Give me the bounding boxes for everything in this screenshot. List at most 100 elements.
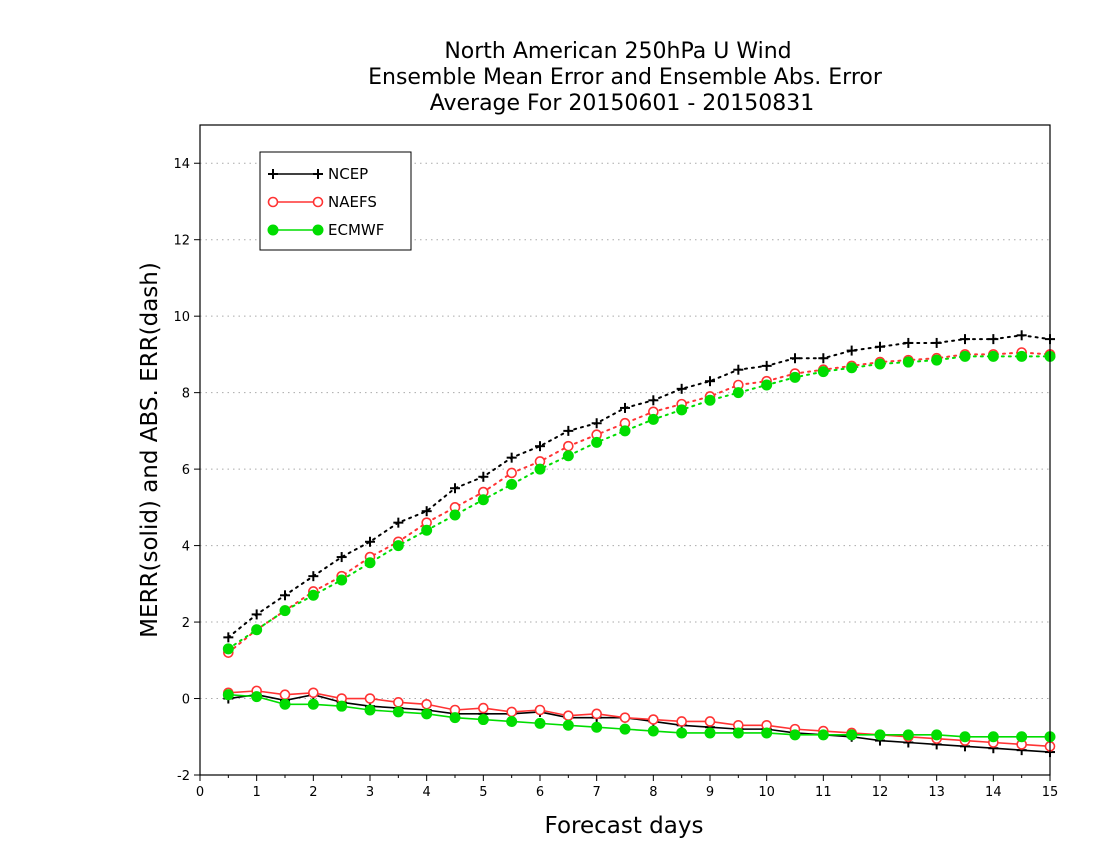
ncep-abs-err-point [705, 376, 715, 387]
naefs-mean-err-point [619, 712, 631, 723]
ecmwf-abs-err-point [647, 413, 659, 425]
x-tick-label: 15 [1042, 785, 1059, 800]
ecmwf-mean-err-point [477, 714, 489, 726]
ecmwf-abs-err-point [477, 494, 489, 506]
ecmwf-abs-err-point [874, 358, 886, 370]
ncep-abs-err-point [988, 334, 999, 345]
legend: NCEP NAEFS ECMWF [259, 151, 412, 251]
ecmwf-mean-err-point [222, 689, 234, 701]
ncep-abs-err-point [761, 360, 772, 371]
x-tick-label: 1 [253, 785, 261, 800]
naefs-mean-err-point [676, 716, 687, 727]
naefs-mean-err-point [648, 714, 659, 725]
naefs-mean-err-point [534, 704, 546, 716]
ncep-abs-err-line [227, 334, 1051, 639]
naefs-mean-err-point [591, 708, 602, 720]
naefs-abs-err-line [227, 351, 1051, 654]
ecmwf-abs-err-point [336, 574, 348, 586]
ncep-abs-err-point [280, 590, 290, 601]
ecmwf-mean-err-point [676, 727, 688, 739]
ecmwf-mean-err-point [534, 717, 546, 729]
ncep-abs-err-point [676, 383, 687, 394]
ecmwf-abs-err-point [959, 350, 971, 362]
x-tick-label: 0 [196, 785, 204, 800]
naefs-mean-err-point [478, 702, 489, 714]
ecmwf-abs-err-point [761, 379, 773, 391]
ecmwf-mean-err-point [307, 698, 319, 710]
ecmwf-mean-err-point [874, 729, 886, 741]
ecmwf-abs-err-point [676, 404, 688, 416]
ecmwf-mean-err-point [732, 727, 744, 739]
ecmwf-mean-err-point [1016, 731, 1028, 743]
ecmwf-abs-err-point [902, 356, 914, 368]
x-tick-label: 4 [423, 785, 431, 800]
ncep-abs-err-point [846, 345, 857, 356]
ncep-abs-err-point [308, 571, 319, 582]
ecmwf-abs-err-point [732, 387, 744, 399]
x-tick-label: 12 [872, 785, 889, 800]
chart-title: North American 250hPa U Wind Ensemble Me… [368, 39, 883, 116]
ecmwf-mean-err-point [449, 712, 461, 724]
y-tick-label: -2 [177, 769, 190, 784]
ncep-abs-err-point [450, 483, 460, 494]
ncep-mean-err-line [228, 693, 1051, 753]
ecmwf-mean-err-point [704, 727, 716, 739]
ecmwf-mean-err-point [959, 731, 971, 743]
y-tick-label: 10 [173, 310, 190, 325]
legend-marker-ncep [313, 169, 323, 179]
ecmwf-abs-err-point [789, 371, 801, 383]
ecmwf-mean-err-point [817, 729, 829, 741]
x-tick-label: 5 [479, 785, 487, 800]
ecmwf-abs-err-point [251, 624, 263, 636]
legend-marker-naefs [312, 196, 324, 208]
ncep-abs-err-point [393, 517, 404, 528]
ecmwf-mean-err-point [761, 727, 773, 739]
ecmwf-mean-err-point [846, 729, 858, 741]
x-tick-label: 7 [593, 785, 601, 800]
legend-marker-ecmwf [312, 224, 324, 236]
ncep-abs-err-point [506, 452, 517, 463]
ecmwf-abs-err-point [1016, 350, 1028, 362]
ecmwf-abs-err-point [591, 436, 603, 448]
ecmwf-abs-err-point [931, 354, 943, 366]
title-line-1: North American 250hPa U Wind [444, 39, 791, 64]
ncep-abs-err-point [818, 353, 829, 364]
ecmwf-mean-err-point [421, 708, 433, 720]
ecmwf-abs-err-point [817, 366, 829, 378]
ecmwf-abs-err-line [227, 355, 1051, 650]
ecmwf-mean-err-point [931, 729, 943, 741]
ecmwf-mean-err-point [336, 700, 348, 712]
legend-label-ecmwf: ECMWF [328, 221, 384, 239]
ncep-abs-err-point [336, 552, 347, 563]
ecmwf-abs-err-point [392, 540, 404, 552]
ecmwf-mean-err-point [506, 715, 518, 727]
y-tick-label: 12 [173, 234, 190, 249]
x-tick-label: 6 [536, 785, 544, 800]
y-tick-label: 0 [182, 693, 190, 708]
ecmwf-abs-err-point [506, 478, 518, 490]
ecmwf-mean-err-point [647, 725, 659, 737]
ecmwf-abs-err-point [307, 589, 319, 601]
gridlines [200, 162, 1050, 700]
legend-box [259, 151, 412, 251]
naefs-abs-err-point [506, 467, 517, 479]
ecmwf-abs-err-point [364, 557, 376, 569]
ncep-abs-err-point [563, 425, 574, 436]
x-tick-label: 8 [649, 785, 657, 800]
ncep-abs-err-point [875, 341, 885, 352]
x-tick-label: 9 [706, 785, 714, 800]
naefs-mean-err-point [704, 716, 716, 727]
title-line-2: Ensemble Mean Error and Ensemble Abs. Er… [368, 65, 883, 90]
ecmwf-abs-err-point [619, 425, 631, 437]
ncep-abs-err-point [591, 418, 602, 429]
x-axis-label: Forecast days [545, 813, 704, 839]
x-tick-label: 14 [985, 785, 1002, 800]
y-tick-label: 8 [182, 387, 190, 402]
naefs-mean-err-point [364, 693, 376, 704]
naefs-abs-err-point [563, 440, 574, 452]
x-tick-label: 3 [366, 785, 374, 800]
ncep-abs-err-point [960, 334, 970, 345]
ecmwf-abs-err-point [846, 362, 858, 374]
ecmwf-mean-err-point [902, 729, 914, 741]
